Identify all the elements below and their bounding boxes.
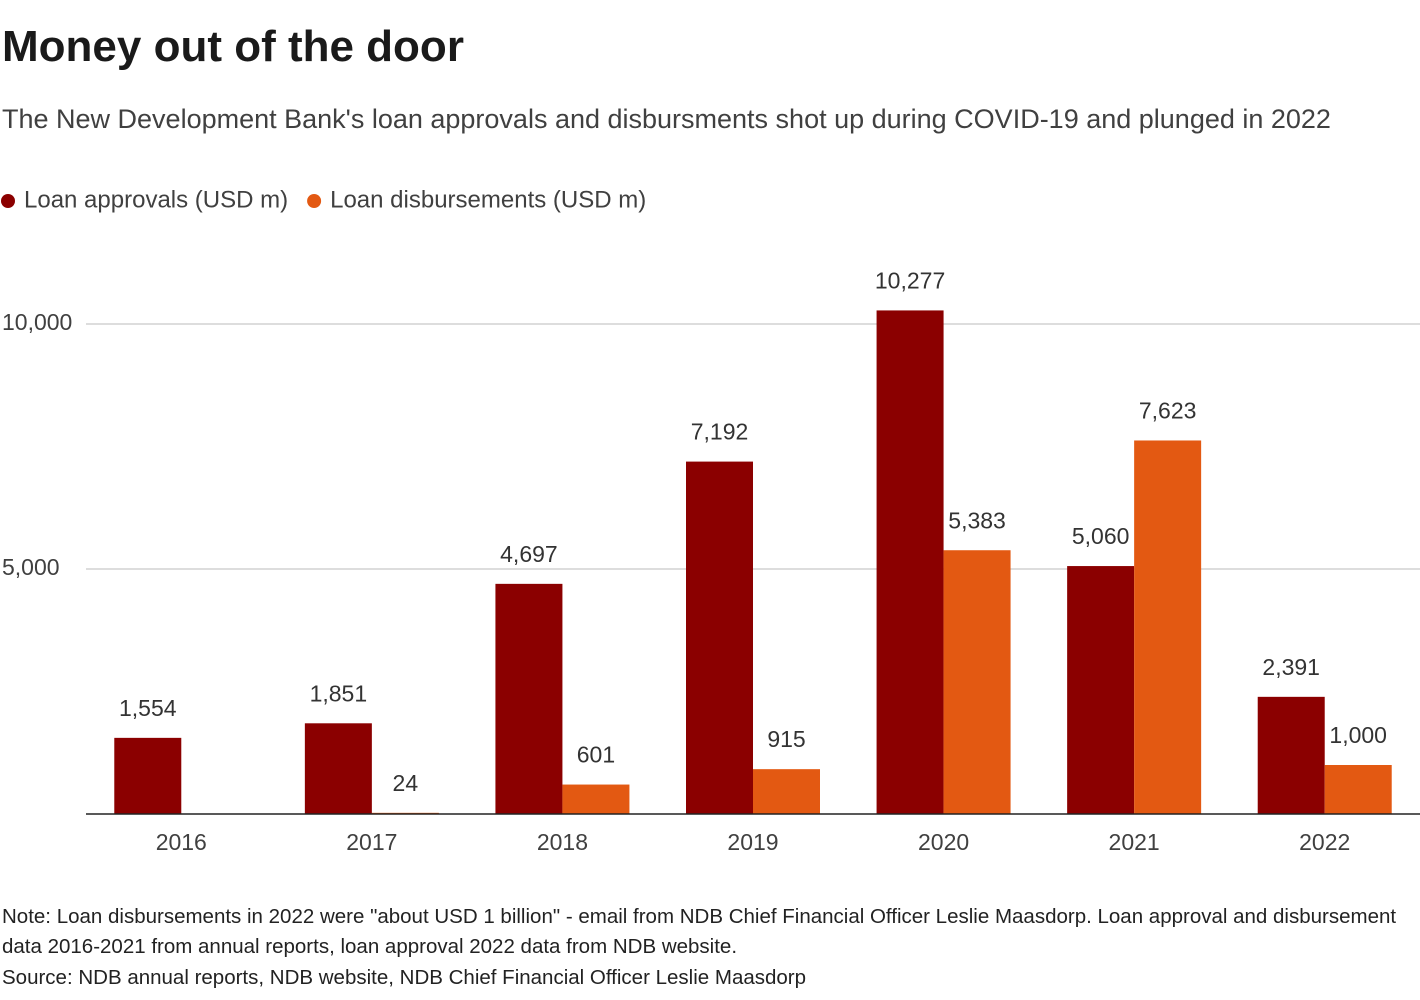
- value-label: 2,391: [1262, 654, 1320, 680]
- legend-marker: [1, 194, 15, 208]
- x-tick-label: 2022: [1299, 829, 1350, 855]
- value-label: 5,060: [1072, 523, 1130, 549]
- bar: [1257, 696, 1325, 814]
- value-label: 1,851: [310, 680, 368, 706]
- value-label: 4,697: [500, 541, 558, 567]
- bar: [1134, 440, 1202, 814]
- bar: [943, 550, 1011, 814]
- bar: [1324, 765, 1392, 814]
- source: Source: NDB annual reports, NDB website,…: [2, 966, 807, 989]
- bar: [495, 583, 563, 814]
- value-label: 1,554: [119, 695, 177, 721]
- bar: [562, 784, 630, 814]
- x-tick-label: 2018: [537, 829, 588, 855]
- value-label: 24: [393, 770, 419, 796]
- x-tick-label: 2016: [156, 829, 207, 855]
- value-label: 1,000: [1329, 722, 1387, 748]
- value-label: 10,277: [875, 268, 945, 294]
- x-tick-label: 2019: [727, 829, 778, 855]
- value-label: 601: [577, 742, 615, 768]
- value-label: 7,623: [1139, 398, 1197, 424]
- value-label: 5,383: [948, 507, 1006, 533]
- legend-label: Loan approvals (USD m): [24, 186, 288, 213]
- bar: [686, 461, 753, 814]
- legend-marker: [307, 194, 322, 208]
- chart-subtitle: The New Development Bank's loan approval…: [2, 104, 1331, 134]
- y-tick-label: 5,000: [2, 554, 60, 580]
- y-tick-label: 10,000: [2, 309, 72, 335]
- value-label: 915: [767, 726, 805, 752]
- bar: [304, 723, 372, 814]
- note: Note: Loan disbursements in 2022 were "a…: [2, 905, 1397, 958]
- x-tick-label: 2017: [346, 829, 397, 855]
- value-label: 7,192: [691, 419, 749, 445]
- x-tick-label: 2020: [918, 829, 969, 855]
- bar: [753, 769, 820, 814]
- bar: [876, 310, 944, 814]
- chart: Loan approvals (USD m) Loan disbursements…: [1, 186, 1420, 855]
- chart-title: Money out of the door: [2, 22, 464, 71]
- bar: [114, 737, 182, 814]
- x-tick-label: 2021: [1109, 829, 1160, 855]
- bar: [1067, 566, 1135, 814]
- legend-label: Loan disbursements (USD m): [330, 186, 646, 213]
